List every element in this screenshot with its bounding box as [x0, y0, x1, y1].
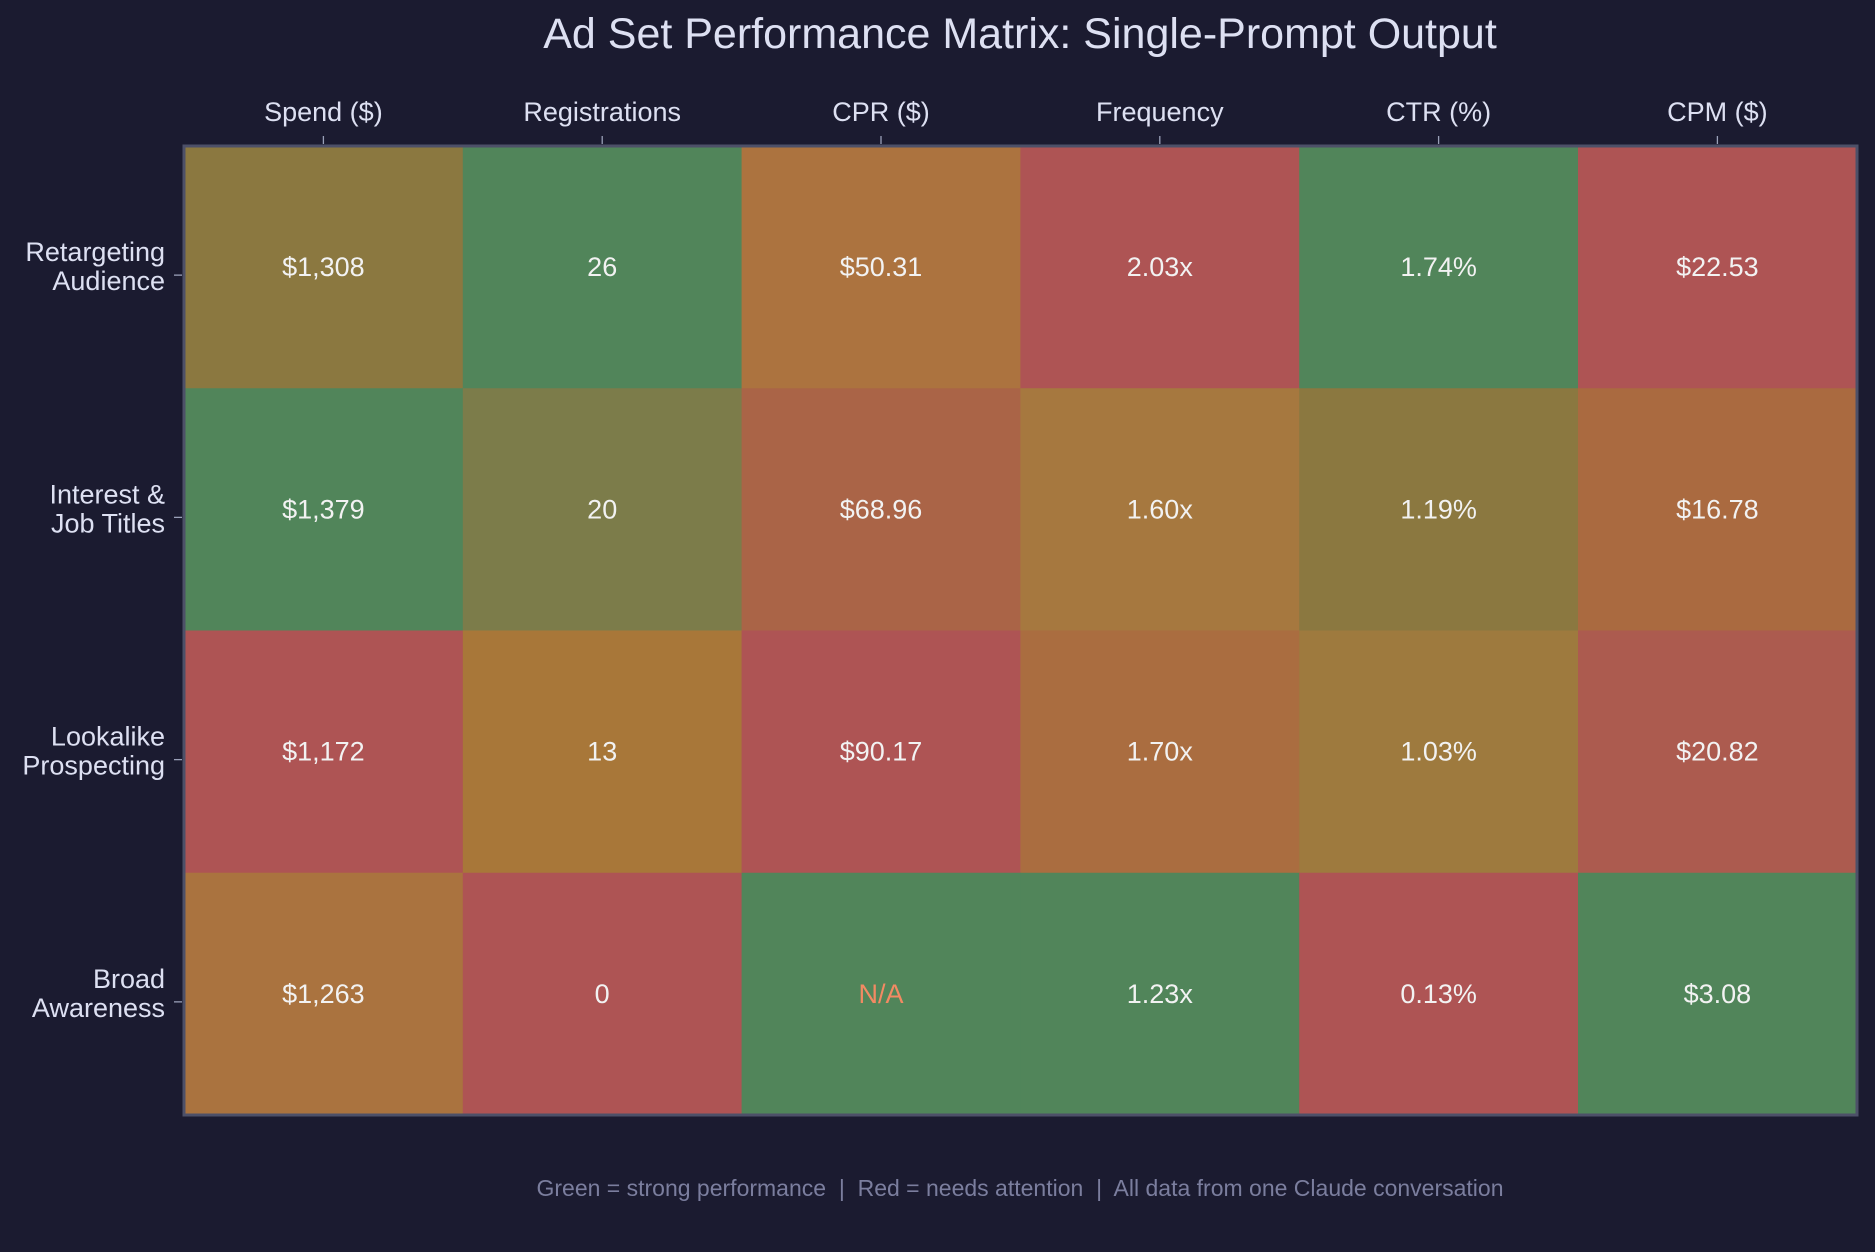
row-label-0: Retargeting Audience	[25, 237, 165, 296]
cell-label-r0-c4: 1.74%	[1400, 252, 1477, 282]
cell-label-r2-c5: $20.82	[1676, 737, 1759, 767]
heatmap-cell-r1-c1	[462, 388, 743, 632]
row-label-3-line-0: Broad	[93, 964, 165, 994]
cell-label-r3-c1: 0	[595, 979, 610, 1009]
row-label-3-line-1: Awareness	[32, 993, 165, 1023]
heatmap-cell-r0-c1	[462, 146, 743, 389]
footnote: Green = strong performance | Red = needs…	[536, 1175, 1503, 1201]
heatmap-cell-r2-c4	[1299, 630, 1579, 874]
heatmap-cell-r0-c3	[1020, 146, 1300, 389]
heatmap-cell-r3-c3	[1020, 872, 1300, 1116]
cell-label-r1-c4: 1.19%	[1400, 494, 1477, 524]
cell-label-r0-c2: $50.31	[840, 252, 923, 282]
cell-label-r2-c3: 1.70x	[1127, 737, 1194, 767]
cell-label-r1-c5: $16.78	[1676, 494, 1759, 524]
cell-label-r0-c5: $22.53	[1676, 252, 1759, 282]
heatmap-cell-r3-c2	[741, 872, 1021, 1116]
column-labels: Spend ($) Registrations CPR ($) Frequency CT…	[264, 97, 1768, 144]
column-label-4: CTR (%)	[1386, 97, 1491, 127]
heatmap-cell-r1-c4	[1299, 388, 1579, 632]
chart-title: Ad Set Performance Matrix: Single-Prompt…	[543, 10, 1497, 58]
heatmap-cell-r2-c5	[1578, 630, 1858, 874]
row-labels: Retargeting Audience Interest & Job Titles L…	[22, 237, 182, 1023]
cell-label-r2-c1: 13	[587, 737, 617, 767]
heatmap-cell-r1-c3	[1020, 388, 1300, 632]
cell-label-r3-c5: $3.08	[1684, 979, 1752, 1009]
row-label-2-line-0: Lookalike	[51, 722, 165, 752]
heatmap-cell-r3-c1	[462, 872, 743, 1116]
row-label-0-line-0: Retargeting	[25, 237, 165, 267]
heatmap-cell-r1-c0	[184, 388, 464, 632]
cell-label-r2-c0: $1,172	[282, 737, 365, 767]
column-label-0: Spend ($)	[264, 97, 383, 127]
heatmap-cell-r2-c0	[184, 630, 464, 874]
cell-label-r0-c0: $1,308	[282, 252, 365, 282]
row-label-2: Lookalike Prospecting	[22, 722, 165, 781]
heatmap-cell-r3-c0	[184, 872, 464, 1116]
heatmap-cell-r3-c4	[1299, 872, 1579, 1116]
column-label-1: Registrations	[523, 97, 681, 127]
row-label-1-line-0: Interest &	[49, 479, 165, 509]
cell-label-r3-c4: 0.13%	[1400, 979, 1477, 1009]
cell-label-r3-c2: N/A	[858, 979, 903, 1009]
heatmap-cell-r0-c0	[184, 146, 464, 389]
cell-label-r1-c0: $1,379	[282, 494, 365, 524]
row-label-3: Broad Awareness	[32, 964, 165, 1023]
heatmap-cell-r1-c2	[741, 388, 1021, 632]
row-label-1-line-1: Job Titles	[51, 508, 165, 538]
row-label-0-line-1: Audience	[52, 266, 165, 296]
heatmap-cell-r0-c5	[1578, 146, 1858, 389]
heatmap-cell-r2-c1	[462, 630, 743, 874]
row-label-1: Interest & Job Titles	[49, 479, 165, 538]
cell-label-r1-c2: $68.96	[840, 494, 923, 524]
cell-label-r1-c3: 1.60x	[1127, 494, 1194, 524]
heatmap-cell-r1-c5	[1578, 388, 1858, 632]
heatmap-cell-r0-c4	[1299, 146, 1579, 389]
heatmap-frame	[182, 144, 1859, 1117]
cell-label-r0-c3: 2.03x	[1127, 252, 1194, 282]
cell-label-r3-c0: $1,263	[282, 979, 365, 1009]
heatmap-cell-r2-c2	[741, 630, 1021, 874]
heatmap-cell-r3-c5	[1578, 872, 1858, 1116]
cell-label-r2-c2: $90.17	[840, 737, 923, 767]
cell-label-r1-c1: 20	[587, 494, 617, 524]
column-label-5: CPM ($)	[1667, 97, 1768, 127]
heatmap-cell-r2-c3	[1020, 630, 1300, 874]
cell-label-r3-c3: 1.23x	[1127, 979, 1194, 1009]
column-label-3: Frequency	[1096, 97, 1224, 127]
row-label-2-line-1: Prospecting	[22, 751, 165, 781]
cell-label-r2-c4: 1.03%	[1400, 737, 1477, 767]
cell-label-r0-c1: 26	[587, 252, 617, 282]
heatmap-cell-r0-c2	[741, 146, 1021, 389]
column-label-2: CPR ($)	[832, 97, 930, 127]
heatmap-cells: $1,308 26 $50.31 2.03x 1.74% $22.53 $1,379 20 $6…	[184, 146, 1858, 1116]
